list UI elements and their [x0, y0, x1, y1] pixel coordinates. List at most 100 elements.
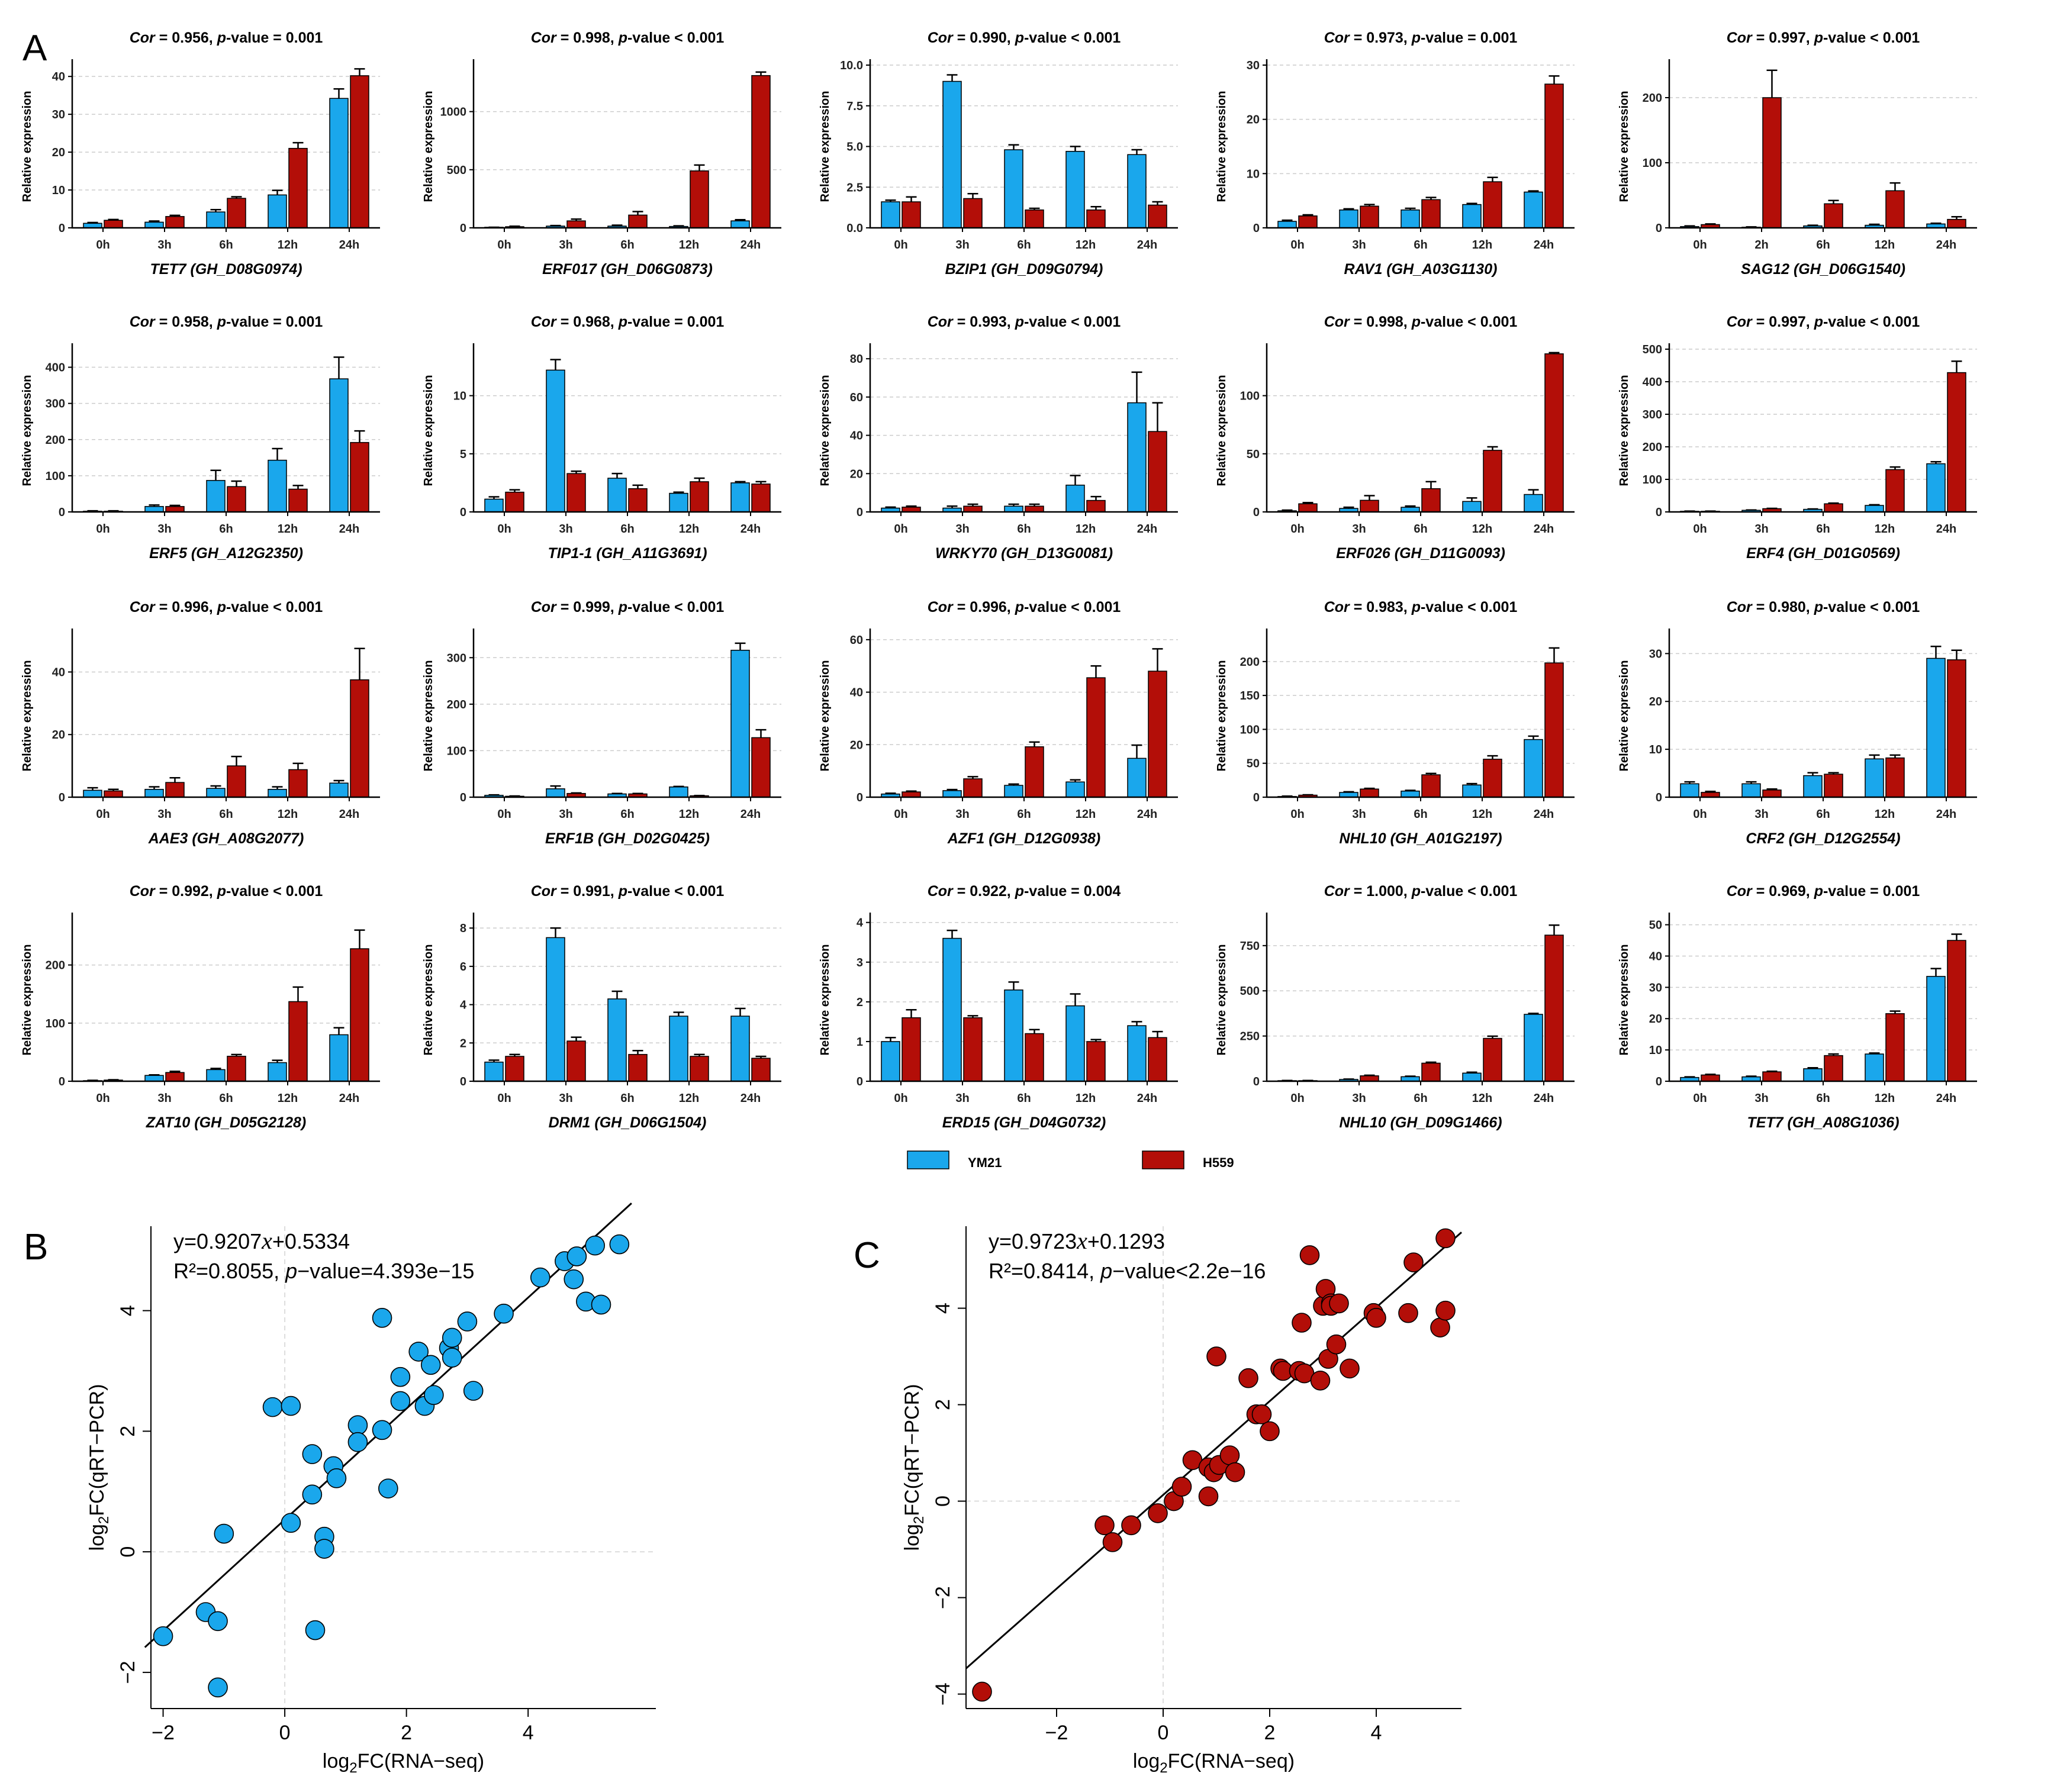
bar-h559	[963, 778, 983, 798]
data-point	[390, 1391, 411, 1411]
gene-label: SAG12 (GH_D06G1540)	[1741, 261, 1905, 278]
bar-ym21	[206, 788, 226, 798]
x-tick-label: 6h	[620, 523, 634, 536]
bar-chart-grid: Cor = 0.956, p-value = 0.001 Relative exp…	[21, 30, 1977, 1131]
data-point	[457, 1311, 478, 1332]
y-tick-label: 0	[932, 1496, 954, 1507]
y-axis-label: Relative expression	[21, 660, 34, 772]
x-tick-label: 3h	[955, 523, 969, 536]
bar-ym21	[546, 788, 565, 798]
y-tick-label: 50	[1247, 758, 1260, 771]
gene-label: TIP1-1 (GH_A11G3691)	[548, 545, 707, 562]
data-point	[1435, 1228, 1456, 1249]
chart-title: Cor = 0.998, p-value < 0.001	[531, 30, 725, 46]
y-tick-label: 400	[46, 362, 65, 375]
x-tick-label: 24h	[1137, 808, 1157, 821]
bar-h559	[165, 782, 185, 798]
x-tick-label: 6h	[1414, 238, 1427, 252]
chart-title: Cor = 0.999, p-value < 0.001	[531, 599, 725, 615]
x-tick-label: 2h	[1754, 238, 1768, 252]
data-point	[326, 1468, 347, 1488]
gene-label: ZAT10 (GH_D05G2128)	[146, 1114, 307, 1131]
bar-ym21	[1065, 151, 1085, 228]
bar-h559	[1947, 659, 1966, 798]
y-tick-label: 250	[1240, 1030, 1260, 1043]
bar-h559	[628, 214, 648, 228]
bar-ym21	[144, 1075, 164, 1082]
y-tick-label: 0	[1656, 222, 1662, 235]
x-tick-label: 12h	[1875, 808, 1895, 821]
x-tick-label: 0h	[1290, 808, 1304, 821]
bar-h559	[104, 220, 123, 228]
data-point	[463, 1381, 484, 1401]
data-point	[585, 1235, 606, 1256]
bar-h559	[690, 1056, 709, 1082]
bar-h559	[1947, 940, 1966, 1082]
y-tick-label: 20	[1649, 1013, 1662, 1026]
data-point	[208, 1677, 228, 1698]
x-tick-label: 24h	[339, 523, 359, 536]
bar-h559	[690, 481, 709, 513]
gene-label: CRF2 (GH_D12G2554)	[1746, 830, 1900, 847]
bar-h559	[350, 948, 369, 1082]
y-tick-label: 60	[850, 634, 863, 647]
y-tick-label: 0	[59, 506, 65, 519]
regression-equation: y=0.9207x+0.5334	[173, 1227, 350, 1254]
bar-chart-14: Cor = 0.983, p-value < 0.001 Relative exp…	[1215, 599, 1575, 847]
x-tick-label: 12h	[679, 523, 699, 536]
bar-h559	[505, 1056, 524, 1082]
x-tick-label: 3h	[1754, 1092, 1768, 1105]
y-tick-label: 0	[59, 1075, 65, 1088]
chart-title: Cor = 0.993, p-value < 0.001	[928, 314, 1121, 330]
bar-h559	[1025, 1033, 1044, 1082]
y-tick-label: 30	[1649, 981, 1662, 994]
bar-ym21	[206, 1069, 226, 1082]
bar-ym21	[144, 221, 164, 228]
bar-h559	[350, 679, 369, 798]
x-tick-label: 12h	[278, 808, 298, 821]
y-tick-label: 100	[1643, 473, 1662, 486]
x-tick-label: 6h	[1414, 808, 1427, 821]
data-point	[494, 1303, 514, 1324]
data-point	[1225, 1462, 1245, 1482]
data-point	[972, 1681, 992, 1702]
chart-title: Cor = 0.998, p-value < 0.001	[1324, 314, 1518, 330]
x-tick-label: 3h	[1754, 808, 1768, 821]
bar-h559	[1483, 181, 1502, 228]
x-tick-label: 12h	[278, 238, 298, 252]
x-tick-label: 24h	[1936, 238, 1956, 252]
bar-h559	[1421, 488, 1441, 513]
chart-title: Cor = 0.996, p-value < 0.001	[130, 599, 323, 615]
data-point	[1251, 1404, 1272, 1424]
y-tick-label: 5.0	[846, 141, 863, 154]
x-tick-label: 24h	[741, 1092, 761, 1105]
bar-chart-3: Cor = 0.990, p-value < 0.001 Relative exp…	[819, 30, 1178, 278]
bar-h559	[288, 769, 308, 798]
bar-ym21	[1865, 1053, 1884, 1082]
y-tick-label: 4	[117, 1305, 139, 1316]
bar-ym21	[1065, 1005, 1085, 1082]
bar-ym21	[607, 998, 627, 1082]
bar-ym21	[730, 649, 750, 798]
bar-ym21	[1004, 989, 1023, 1082]
x-tick-label: 0h	[1290, 1092, 1304, 1105]
bar-h559	[165, 506, 185, 513]
axis-lines	[472, 343, 781, 513]
bar-h559	[1298, 503, 1318, 513]
bar-ym21	[268, 1062, 287, 1082]
axis-lines	[1668, 629, 1977, 798]
chart-title: Cor = 0.992, p-value < 0.001	[130, 883, 323, 900]
gene-label: AZF1 (GH_D12G0938)	[947, 830, 1100, 847]
y-tick-label: 0	[460, 1075, 466, 1088]
axis-lines	[71, 629, 380, 798]
y-tick-label: 20	[52, 146, 65, 159]
x-tick-label: 6h	[1816, 1092, 1830, 1105]
data-point	[347, 1415, 368, 1435]
bar-h559	[1148, 671, 1167, 798]
y-tick-label: 5	[460, 448, 466, 461]
y-tick-label: 0	[59, 791, 65, 804]
x-tick-label: 0h	[497, 1092, 511, 1105]
chart-title: Cor = 0.991, p-value < 0.001	[531, 883, 725, 900]
chart-title: Cor = 0.958, p-value = 0.001	[130, 314, 323, 330]
data-point	[1435, 1300, 1456, 1321]
